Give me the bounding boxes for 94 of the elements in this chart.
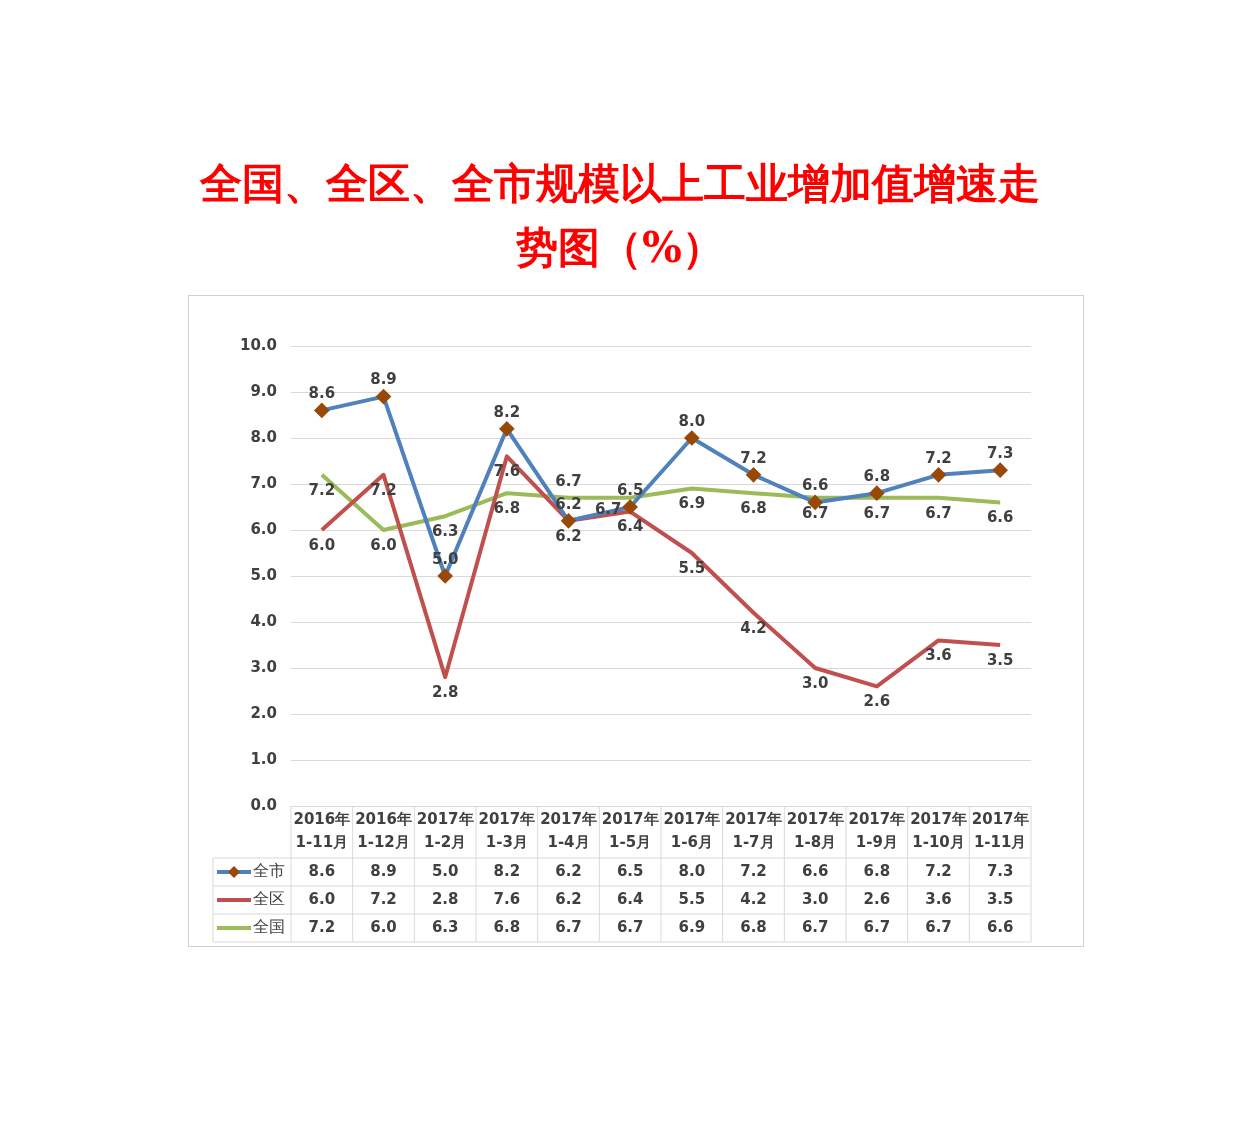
annotation: 6.7 [863, 503, 891, 522]
annotation: 7.2 [308, 480, 336, 499]
annotation: 6.6 [801, 476, 829, 495]
annotation: 6.6 [986, 508, 1014, 527]
annotation: 6.0 [308, 535, 336, 554]
y-tick-label: 1.0 [250, 749, 277, 768]
data-label: 6.7 [801, 917, 829, 936]
x-tick-label: 2017年 1-6月 [663, 809, 721, 851]
data-label: 6.8 [863, 861, 891, 880]
data-label: 6.7 [616, 917, 644, 936]
annotation: 6.8 [493, 499, 521, 518]
x-tick-label: 2016年 1-12月 [355, 809, 412, 851]
y-tick-label: 3.0 [250, 657, 277, 676]
annotation: 6.5 [616, 480, 644, 499]
annotation: 6.2 [555, 526, 582, 545]
annotation: 6.7 [801, 503, 829, 522]
data-label: 6.2 [555, 889, 582, 908]
data-label: 4.2 [740, 889, 767, 908]
data-label: 2.8 [431, 889, 459, 908]
annotation: 3.6 [925, 646, 952, 665]
data-label: 6.0 [370, 917, 397, 936]
annotation: 8.9 [370, 370, 397, 389]
annotation: 6.0 [370, 535, 397, 554]
data-label: 2.6 [863, 889, 891, 908]
data-label: 7.6 [493, 889, 521, 908]
data-label: 7.2 [740, 861, 767, 880]
annotation: 6.8 [863, 467, 891, 486]
data-label: 7.2 [925, 861, 952, 880]
data-label: 6.6 [986, 917, 1014, 936]
annotation: 8.2 [493, 402, 521, 421]
data-label: 6.8 [740, 917, 767, 936]
legend-label: 全国 [253, 917, 285, 937]
y-tick-label: 10.0 [239, 335, 277, 354]
x-tick-label: 2017年 1-4月 [540, 809, 597, 851]
chart-title: 全国、全区、全市规模以上工业增加值增速走势图（%） [199, 158, 1041, 274]
x-tick-label: 2017年 1-8月 [786, 809, 844, 851]
y-tick-label: 0.0 [250, 795, 277, 814]
y-tick-label: 5.0 [250, 565, 277, 584]
x-tick-label: 2017年 1-2月 [416, 809, 474, 851]
annotation: 6.7 [555, 471, 582, 490]
data-label: 3.6 [925, 889, 952, 908]
y-tick-label: 4.0 [250, 611, 277, 630]
data-label: 6.6 [801, 861, 829, 880]
x-tick-label: 2017年 1-3月 [478, 809, 536, 851]
y-tick-label: 6.0 [250, 519, 277, 538]
annotation: 5.5 [678, 558, 706, 577]
data-label: 8.6 [308, 861, 336, 880]
y-tick-label: 7.0 [250, 473, 277, 492]
x-tick-label: 2017年 1-7月 [725, 809, 782, 851]
annotation: 8.0 [678, 411, 706, 430]
x-tick-label: 2016年 1-11月 [293, 809, 351, 851]
data-label: 8.9 [370, 861, 397, 880]
annotation: 6.8 [740, 499, 767, 518]
data-label: 7.2 [370, 889, 397, 908]
x-tick-label: 2017年 1-9月 [848, 809, 906, 851]
y-tick-label: 2.0 [250, 703, 277, 722]
y-tick-label: 8.0 [250, 427, 277, 446]
data-label: 6.7 [925, 917, 952, 936]
annotation: 3.0 [801, 673, 829, 692]
data-label: 8.2 [493, 861, 521, 880]
x-tick-label: 2017年 1-5月 [601, 809, 659, 851]
annotation: 6.9 [678, 494, 706, 513]
x-tick-label: 2017年 1-11月 [971, 809, 1029, 851]
annotation: 7.2 [740, 448, 767, 467]
data-label: 8.0 [678, 861, 706, 880]
annotation: 6.3 [431, 522, 459, 541]
data-label: 6.3 [431, 917, 459, 936]
annotation: 3.5 [986, 650, 1014, 669]
data-label: 5.5 [678, 889, 706, 908]
data-label: 3.0 [801, 889, 829, 908]
data-label: 6.5 [616, 861, 644, 880]
data-label: 6.7 [555, 917, 582, 936]
data-label: 6.9 [678, 917, 706, 936]
data-label: 7.3 [986, 861, 1014, 880]
annotation: 7.2 [925, 448, 952, 467]
data-label: 6.7 [863, 917, 891, 936]
data-label: 6.2 [555, 861, 582, 880]
annotation: 6.4 [616, 517, 644, 536]
x-tick-label: 2017年 1-10月 [910, 809, 967, 851]
data-label: 6.8 [493, 917, 521, 936]
data-label: 6.4 [616, 889, 644, 908]
annotation: 2.6 [863, 692, 891, 711]
data-label: 5.0 [431, 861, 459, 880]
annotation: 2.8 [431, 683, 459, 702]
legend-label: 全区 [253, 889, 285, 909]
data-label: 7.2 [308, 917, 336, 936]
annotation: 6.7 [925, 503, 952, 522]
annotation: 7.3 [986, 444, 1014, 463]
data-label: 6.0 [308, 889, 336, 908]
y-tick-label: 9.0 [250, 381, 277, 400]
annotation: 8.6 [308, 384, 336, 403]
data-label: 3.5 [986, 889, 1014, 908]
legend-label: 全市 [253, 861, 285, 881]
annotation: 4.2 [740, 618, 767, 637]
